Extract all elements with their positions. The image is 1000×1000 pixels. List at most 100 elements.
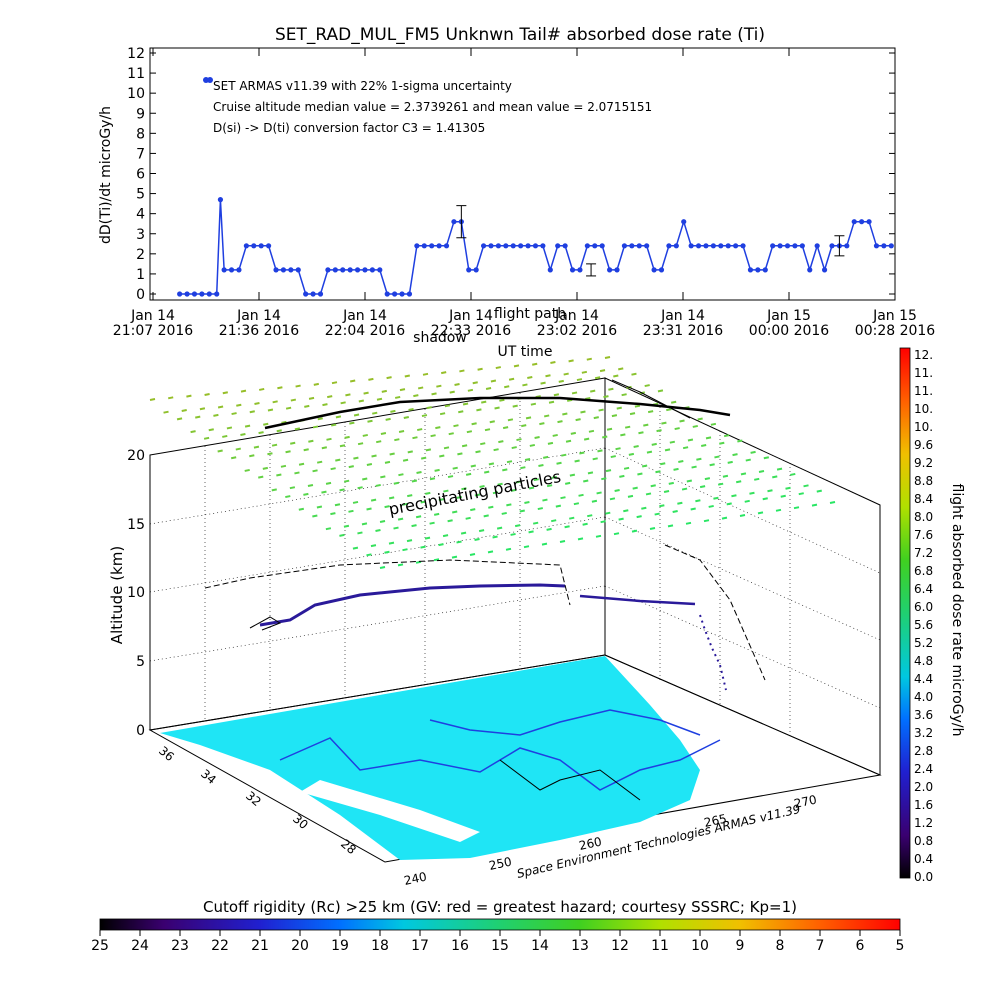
particle-mark bbox=[492, 535, 498, 539]
particle-mark bbox=[563, 372, 569, 376]
particle-mark bbox=[655, 470, 661, 474]
particle-mark bbox=[493, 448, 499, 452]
annotation-2: Cruise altitude median value = 2.3739261… bbox=[213, 100, 652, 114]
particle-mark bbox=[583, 479, 589, 483]
particle-mark bbox=[602, 435, 608, 439]
y-tick-label: 10 bbox=[127, 86, 145, 102]
particle-mark bbox=[408, 408, 414, 411]
particle-mark bbox=[259, 387, 265, 391]
particle-mark bbox=[672, 510, 678, 513]
y-tick-label: 9 bbox=[136, 106, 145, 122]
particle-mark bbox=[604, 356, 611, 359]
particle-mark bbox=[422, 372, 429, 376]
particle-mark bbox=[656, 429, 662, 433]
data-point bbox=[317, 291, 324, 297]
y-tick-label: 6 bbox=[136, 167, 145, 183]
data-point bbox=[184, 291, 190, 297]
particle-mark bbox=[709, 463, 715, 467]
data-point bbox=[881, 243, 887, 249]
data-point bbox=[191, 291, 198, 297]
particle-mark bbox=[443, 489, 449, 493]
particle-mark bbox=[744, 499, 750, 503]
particle-mark bbox=[611, 414, 618, 418]
particle-mark bbox=[290, 398, 297, 402]
particle-mark bbox=[444, 404, 451, 408]
rigidity-tick-label: 23 bbox=[171, 938, 189, 954]
particle-mark bbox=[596, 491, 602, 495]
particle-mark bbox=[646, 450, 653, 454]
particle-mark bbox=[384, 460, 391, 464]
rigidity-tick-label: 13 bbox=[571, 938, 589, 954]
particle-mark bbox=[350, 379, 356, 383]
overlay-label-flight-path: flight path bbox=[494, 306, 566, 322]
particle-mark bbox=[281, 420, 287, 424]
particle-mark bbox=[737, 439, 743, 443]
rigidity-tick-label: 22 bbox=[211, 938, 229, 954]
lat-tick-28: 28 bbox=[338, 837, 359, 858]
data-point bbox=[614, 267, 620, 273]
particle-mark bbox=[276, 473, 282, 477]
data-point bbox=[607, 267, 613, 273]
particle-mark bbox=[529, 443, 536, 447]
rigidity-tick-label: 25 bbox=[91, 938, 109, 954]
annotation-3: D(si) -> D(ti) conversion factor C3 = 1.… bbox=[213, 121, 485, 135]
particle-mark bbox=[380, 475, 386, 479]
particle-mark bbox=[312, 425, 319, 429]
particle-mark bbox=[492, 491, 499, 495]
particle-mark bbox=[574, 459, 580, 463]
rigidity-tick-label: 8 bbox=[776, 938, 785, 954]
particle-mark bbox=[605, 511, 611, 515]
particle-mark bbox=[316, 505, 323, 509]
particle-mark bbox=[696, 457, 702, 461]
particle-mark bbox=[551, 475, 558, 479]
particle-mark bbox=[562, 412, 568, 416]
particle-mark bbox=[530, 402, 537, 406]
particle-mark bbox=[190, 430, 196, 434]
particle-mark bbox=[627, 494, 634, 498]
particle-mark bbox=[465, 472, 472, 476]
particle-mark bbox=[498, 440, 504, 444]
particle-mark bbox=[357, 486, 363, 490]
particle-mark bbox=[524, 458, 531, 461]
particle-mark bbox=[705, 436, 712, 440]
particle-mark bbox=[512, 404, 518, 408]
particle-mark bbox=[344, 435, 350, 439]
particle-mark bbox=[226, 426, 233, 430]
particle-mark bbox=[325, 527, 332, 531]
particle-mark bbox=[385, 417, 391, 421]
particle-mark bbox=[569, 516, 575, 520]
descent-path bbox=[699, 614, 727, 691]
particle-mark bbox=[267, 452, 273, 456]
particle-mark bbox=[290, 441, 296, 445]
particle-mark bbox=[343, 479, 350, 483]
particle-mark bbox=[321, 446, 328, 450]
particle-mark bbox=[620, 433, 626, 437]
dose-colorbar-tick: 2.8 bbox=[914, 744, 933, 758]
particle-mark bbox=[717, 482, 724, 486]
particle-mark bbox=[258, 431, 264, 435]
particle-mark bbox=[735, 480, 742, 484]
particle-mark bbox=[599, 369, 606, 373]
x-tick-label-date: Jan 15 bbox=[766, 308, 811, 324]
particle-mark bbox=[240, 389, 247, 393]
dose-colorbar-tick: 2.4 bbox=[914, 762, 933, 776]
particle-mark bbox=[406, 539, 413, 543]
particle-mark bbox=[560, 496, 566, 500]
dose-colorbar-tick: 1.6 bbox=[914, 798, 933, 812]
data-point bbox=[347, 267, 353, 273]
particle-mark bbox=[451, 555, 458, 559]
particle-mark bbox=[487, 550, 494, 554]
data-point bbox=[666, 243, 672, 249]
particle-mark bbox=[780, 494, 786, 498]
particle-mark bbox=[402, 548, 408, 552]
dose-colorbar-tick: 1.2 bbox=[914, 816, 933, 830]
particle-mark bbox=[308, 396, 315, 400]
particle-mark bbox=[816, 489, 822, 493]
particle-mark bbox=[249, 410, 255, 414]
particle-mark bbox=[772, 475, 778, 479]
data-point bbox=[503, 243, 509, 249]
particle-mark bbox=[543, 414, 550, 418]
particle-mark bbox=[539, 422, 545, 426]
particle-mark bbox=[610, 455, 616, 459]
